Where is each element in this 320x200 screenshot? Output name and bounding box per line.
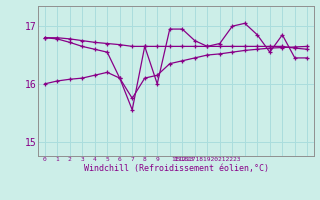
X-axis label: Windchill (Refroidissement éolien,°C): Windchill (Refroidissement éolien,°C) bbox=[84, 164, 268, 173]
